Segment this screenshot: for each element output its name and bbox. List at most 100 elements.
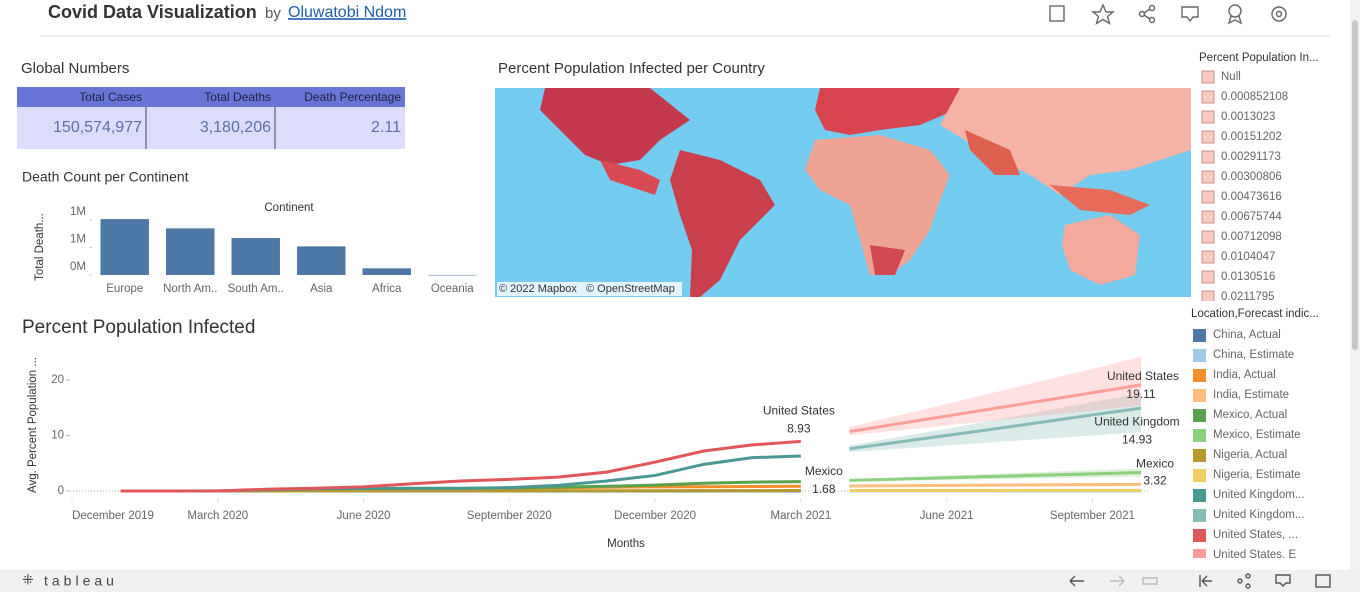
comment-icon[interactable]	[1181, 6, 1199, 23]
legend-label: China, Estimate	[1213, 349, 1294, 361]
footer	[0, 570, 1360, 592]
column-header: Total Cases	[79, 90, 142, 104]
bar	[100, 219, 149, 275]
column-header: Death Percentage	[304, 90, 401, 104]
chart-title: Percent Population Infected per Country	[498, 60, 765, 77]
attribution[interactable]: © 2022 Mapbox	[499, 283, 577, 295]
legend-swatch	[1193, 329, 1206, 342]
x-tick-label: March 2020	[187, 510, 248, 522]
logo-mark: ⁜	[22, 572, 34, 588]
x-tick-label: December 2020	[614, 510, 696, 522]
x-tick-label: Asia	[310, 283, 333, 295]
series-line	[849, 471, 1142, 482]
revert[interactable]	[1142, 577, 1158, 585]
x-tick-label: Europe	[106, 283, 143, 295]
africa	[805, 135, 950, 275]
annotation-value: 3.32	[1143, 474, 1167, 488]
undo[interactable]	[1069, 575, 1084, 587]
series-line	[849, 482, 1142, 488]
fullscreen[interactable]	[1315, 574, 1331, 588]
bar	[231, 238, 280, 275]
legend-label: Nigeria, Estimate	[1213, 469, 1301, 481]
scroll-thumb[interactable]	[1352, 20, 1358, 350]
badge-icon[interactable]	[1227, 4, 1243, 25]
series-line	[849, 383, 1142, 434]
legend-swatch	[1193, 469, 1206, 482]
north-america	[540, 88, 690, 165]
table-header	[17, 87, 405, 107]
legend-swatch	[1201, 190, 1215, 204]
annotation-name: United Kingdom	[1094, 414, 1179, 428]
settings-icon[interactable]	[1271, 6, 1287, 22]
legend-swatch	[1201, 170, 1215, 184]
legend-swatch	[1193, 349, 1206, 362]
share[interactable]	[1237, 573, 1251, 589]
edit-icon[interactable]	[1049, 5, 1065, 22]
legend-label: 0.0130516	[1221, 271, 1275, 283]
redo[interactable]	[1110, 575, 1125, 587]
annotation-name: Mexico	[1136, 457, 1174, 471]
legend-swatch	[1193, 509, 1206, 522]
favorite-icon[interactable]	[1091, 3, 1115, 26]
legend-label: Null	[1221, 71, 1241, 83]
x-tick-label: June 2020	[337, 510, 391, 522]
attribution[interactable]: © OpenStreetMap	[586, 283, 675, 295]
annotation-name: Mexico	[805, 464, 843, 478]
south-america	[670, 150, 775, 297]
attribution-bg	[497, 282, 682, 296]
legend-label: 0.0104047	[1221, 251, 1275, 263]
legend-label: 0.00151202	[1221, 131, 1282, 143]
legend-swatch	[1193, 429, 1206, 442]
legend-label: 0.00675744	[1221, 211, 1282, 223]
author-link[interactable]: Oluwatobi Ndom	[288, 4, 406, 21]
legend-label: 0.000852108	[1221, 91, 1288, 103]
annotation-value: 8.93	[787, 422, 811, 436]
y-tick-label: 0	[58, 485, 64, 497]
share-icon[interactable]	[1138, 4, 1156, 24]
axis-title: Continent	[264, 202, 314, 214]
annotation-value: 19.11	[1126, 387, 1155, 401]
bar	[428, 274, 477, 276]
y-tick-label: 1M	[70, 206, 86, 218]
x-tick-label: South Am..	[228, 283, 284, 295]
legend-label: United States, E	[1213, 549, 1296, 561]
x-tick-label: September 2020	[467, 510, 552, 522]
first[interactable]	[1199, 575, 1212, 587]
legend-label: India, Estimate	[1213, 389, 1289, 401]
legend-label: 0.00473616	[1221, 191, 1282, 203]
southeast-asia	[1050, 185, 1150, 215]
legend-swatch	[1201, 250, 1215, 264]
south-asia	[965, 130, 1020, 175]
legend-swatch	[1201, 110, 1215, 124]
legend-label: 0.0013023	[1221, 111, 1275, 123]
legend-swatch	[1193, 389, 1206, 402]
logo[interactable]: tableau	[44, 573, 118, 589]
legend-swatch	[1193, 449, 1206, 462]
by: by	[265, 5, 281, 22]
legend-swatch	[1201, 90, 1215, 104]
bar	[297, 246, 346, 275]
legend-swatch	[1201, 130, 1215, 144]
x-tick-label: Africa	[372, 283, 402, 295]
download[interactable]	[1275, 574, 1291, 587]
legend-swatch	[1201, 230, 1215, 244]
y-tick-label: 0M	[70, 261, 86, 273]
legend-label: China, Actual	[1213, 329, 1281, 341]
legend-label: United Kingdom...	[1213, 489, 1304, 501]
legend-swatch	[1193, 529, 1206, 542]
central-america	[600, 160, 660, 195]
y-tick-label: 10	[51, 430, 64, 442]
legend-swatch	[1201, 150, 1215, 164]
legend-label: United States, ...	[1213, 529, 1298, 541]
x-tick-label: December 2019	[72, 510, 154, 522]
viz-title: Covid Data Visualization	[48, 2, 257, 22]
x-tick-label: March 2021	[770, 510, 831, 522]
map	[495, 88, 1191, 297]
asia	[940, 88, 1191, 195]
axis-title: Avg. Percent Population ...	[27, 357, 39, 493]
legend-swatch	[1201, 290, 1215, 301]
forecast-band	[849, 356, 1141, 436]
legend-title: Location,Forecast indic...	[1191, 308, 1319, 320]
column-header: Total Deaths	[204, 90, 271, 104]
